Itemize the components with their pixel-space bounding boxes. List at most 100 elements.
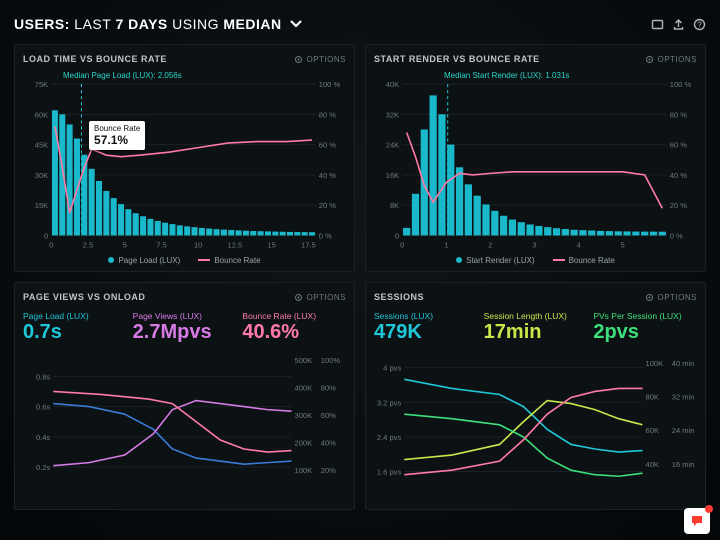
svg-text:3.2 pvs: 3.2 pvs bbox=[377, 398, 402, 407]
svg-text:40 %: 40 % bbox=[670, 171, 688, 180]
svg-text:15: 15 bbox=[267, 241, 275, 250]
svg-text:0.6s: 0.6s bbox=[36, 403, 51, 412]
svg-text:2.4 pvs: 2.4 pvs bbox=[377, 433, 402, 442]
svg-text:0 %: 0 % bbox=[319, 231, 332, 240]
options-button[interactable]: OPTIONS bbox=[294, 55, 346, 64]
gear-icon bbox=[294, 55, 303, 64]
median-note: Median Start Render (LUX): 1.031s bbox=[444, 71, 697, 80]
metric: Bounce Rate (LUX)40.6% bbox=[242, 311, 346, 342]
svg-text:5: 5 bbox=[123, 241, 127, 250]
tooltip-value: 57.1% bbox=[94, 133, 140, 147]
svg-text:4 pvs: 4 pvs bbox=[383, 364, 401, 373]
svg-text:500K: 500K bbox=[295, 356, 313, 365]
panel-start-render: START RENDER VS BOUNCE RATE OPTIONS Medi… bbox=[365, 44, 706, 272]
svg-text:16 min: 16 min bbox=[672, 460, 695, 469]
svg-text:8K: 8K bbox=[390, 201, 399, 210]
title-users: USERS: bbox=[14, 16, 70, 32]
options-label: OPTIONS bbox=[306, 293, 346, 302]
fullscreen-icon[interactable] bbox=[651, 18, 664, 31]
svg-text:40K: 40K bbox=[386, 80, 399, 89]
title-last: LAST bbox=[74, 16, 111, 32]
title-days: 7 DAYS bbox=[115, 16, 167, 32]
legend-bars: Start Render (LUX) bbox=[456, 256, 534, 265]
svg-text:0: 0 bbox=[400, 241, 404, 250]
svg-text:80K: 80K bbox=[646, 393, 659, 402]
svg-text:40 %: 40 % bbox=[319, 171, 337, 180]
gear-icon bbox=[645, 293, 654, 302]
options-button[interactable]: OPTIONS bbox=[294, 293, 346, 302]
panel-title: SESSIONS bbox=[374, 292, 424, 302]
svg-text:45K: 45K bbox=[35, 141, 48, 150]
metric-label: Session Length (LUX) bbox=[484, 311, 588, 321]
svg-text:0.8s: 0.8s bbox=[36, 372, 51, 381]
svg-text:80%: 80% bbox=[321, 383, 336, 392]
panel-page-views: PAGE VIEWS VS ONLOAD OPTIONS Page Load (… bbox=[14, 282, 355, 510]
metric-value: 0.7s bbox=[23, 322, 127, 342]
metric-value: 17min bbox=[484, 322, 588, 342]
page-title-dropdown[interactable]: USERS: LAST 7 DAYS USING MEDIAN bbox=[14, 16, 303, 32]
legend-bars: Page Load (LUX) bbox=[108, 256, 180, 265]
legend-line: Bounce Rate bbox=[553, 256, 615, 265]
svg-text:40 min: 40 min bbox=[672, 359, 695, 368]
legend: Start Render (LUX) Bounce Rate bbox=[374, 253, 697, 267]
svg-text:3: 3 bbox=[532, 241, 536, 250]
svg-text:17.5: 17.5 bbox=[301, 241, 316, 250]
svg-text:80 %: 80 % bbox=[670, 110, 688, 119]
options-button[interactable]: OPTIONS bbox=[645, 293, 697, 302]
svg-text:100K: 100K bbox=[295, 466, 313, 475]
chart-load-time: 015K30K45K60K75K0 %20 %40 %60 %80 %100 %… bbox=[23, 80, 346, 253]
svg-text:400K: 400K bbox=[295, 383, 313, 392]
chevron-down-icon bbox=[289, 16, 303, 32]
svg-text:?: ? bbox=[697, 20, 702, 29]
options-button[interactable]: OPTIONS bbox=[645, 55, 697, 64]
svg-text:1: 1 bbox=[444, 241, 448, 250]
svg-text:15K: 15K bbox=[35, 201, 48, 210]
panel-sessions: SESSIONS OPTIONS Sessions (LUX)479KSessi… bbox=[365, 282, 706, 510]
svg-text:20 %: 20 % bbox=[319, 201, 337, 210]
metric-label: Sessions (LUX) bbox=[374, 311, 478, 321]
title-median: MEDIAN bbox=[223, 16, 281, 32]
svg-text:24 min: 24 min bbox=[672, 426, 695, 435]
metric-value: 2.7Mpvs bbox=[133, 322, 237, 342]
metric-value: 40.6% bbox=[242, 322, 346, 342]
help-icon[interactable]: ? bbox=[693, 18, 706, 31]
svg-text:100K: 100K bbox=[646, 359, 664, 368]
legend: Page Load (LUX) Bounce Rate bbox=[23, 253, 346, 267]
svg-text:10: 10 bbox=[194, 241, 202, 250]
metric-row: Page Load (LUX)0.7sPage Views (LUX)2.7Mp… bbox=[23, 311, 346, 342]
gear-icon bbox=[294, 293, 303, 302]
svg-text:100%: 100% bbox=[321, 356, 341, 365]
metric: Page Load (LUX)0.7s bbox=[23, 311, 127, 342]
svg-text:60 %: 60 % bbox=[670, 141, 688, 150]
svg-text:0.2s: 0.2s bbox=[36, 463, 51, 472]
svg-text:7.5: 7.5 bbox=[156, 241, 167, 250]
options-label: OPTIONS bbox=[657, 55, 697, 64]
svg-text:100 %: 100 % bbox=[319, 80, 341, 89]
panel-grid: LOAD TIME VS BOUNCE RATE OPTIONS Median … bbox=[14, 44, 706, 510]
svg-text:200K: 200K bbox=[295, 438, 313, 447]
dashboard: USERS: LAST 7 DAYS USING MEDIAN ? LOAD T… bbox=[0, 0, 720, 540]
metric-value: 479K bbox=[374, 322, 478, 342]
svg-text:40K: 40K bbox=[646, 460, 659, 469]
panel-title: PAGE VIEWS VS ONLOAD bbox=[23, 292, 145, 302]
svg-text:12.5: 12.5 bbox=[228, 241, 243, 250]
svg-text:75K: 75K bbox=[35, 80, 48, 89]
svg-text:0: 0 bbox=[44, 231, 48, 240]
svg-text:60K: 60K bbox=[646, 426, 659, 435]
chat-button[interactable] bbox=[684, 508, 710, 534]
metric-label: Page Views (LUX) bbox=[133, 311, 237, 321]
metric: Sessions (LUX)479K bbox=[374, 311, 478, 342]
chart-sessions: 1.6 pvs2.4 pvs3.2 pvs4 pvs40K60K80K100K1… bbox=[374, 342, 697, 505]
metric: Session Length (LUX)17min bbox=[484, 311, 588, 342]
options-label: OPTIONS bbox=[306, 55, 346, 64]
metric-value: 2pvs bbox=[593, 322, 697, 342]
gear-icon bbox=[645, 55, 654, 64]
svg-text:0: 0 bbox=[49, 241, 53, 250]
median-note: Median Page Load (LUX): 2.056s bbox=[63, 71, 346, 80]
share-icon[interactable] bbox=[672, 18, 685, 31]
svg-text:5: 5 bbox=[621, 241, 625, 250]
svg-text:80 %: 80 % bbox=[319, 110, 337, 119]
header: USERS: LAST 7 DAYS USING MEDIAN ? bbox=[14, 10, 706, 38]
metric: Page Views (LUX)2.7Mpvs bbox=[133, 311, 237, 342]
header-icons: ? bbox=[651, 18, 706, 31]
